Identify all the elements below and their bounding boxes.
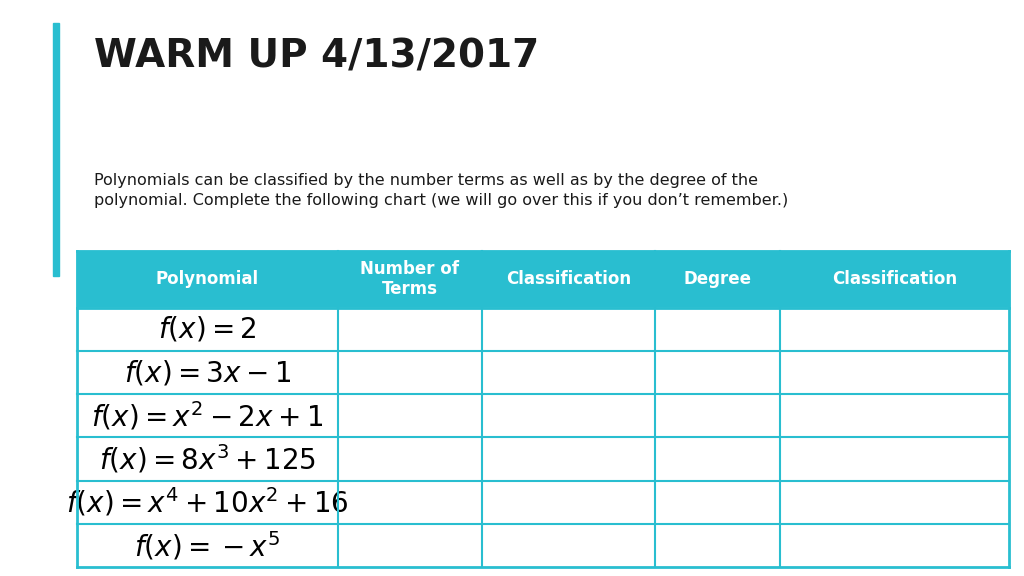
Text: Degree: Degree: [683, 270, 752, 288]
Text: Polynomial: Polynomial: [156, 270, 259, 288]
Text: Classification: Classification: [831, 270, 957, 288]
Text: $f(x) = 8x^3+125$: $f(x) = 8x^3+125$: [98, 443, 315, 476]
Text: WARM UP 4/13/2017: WARM UP 4/13/2017: [94, 37, 540, 75]
Text: $f(x) = -x^5$: $f(x) = -x^5$: [134, 529, 281, 562]
Text: Polynomials can be classified by the number terms as well as by the degree of th: Polynomials can be classified by the num…: [94, 173, 788, 207]
Text: $f(x) = 3x-1$: $f(x) = 3x-1$: [124, 358, 291, 387]
Text: $f(x) = x^4+10x^2+16$: $f(x) = x^4+10x^2+16$: [66, 486, 348, 519]
Text: $f(x) = x^2 - 2x+1$: $f(x) = x^2 - 2x+1$: [91, 399, 324, 432]
Text: Number of
Terms: Number of Terms: [360, 260, 460, 298]
Text: $f(x) = 2$: $f(x) = 2$: [158, 314, 257, 344]
Text: Classification: Classification: [506, 270, 631, 288]
